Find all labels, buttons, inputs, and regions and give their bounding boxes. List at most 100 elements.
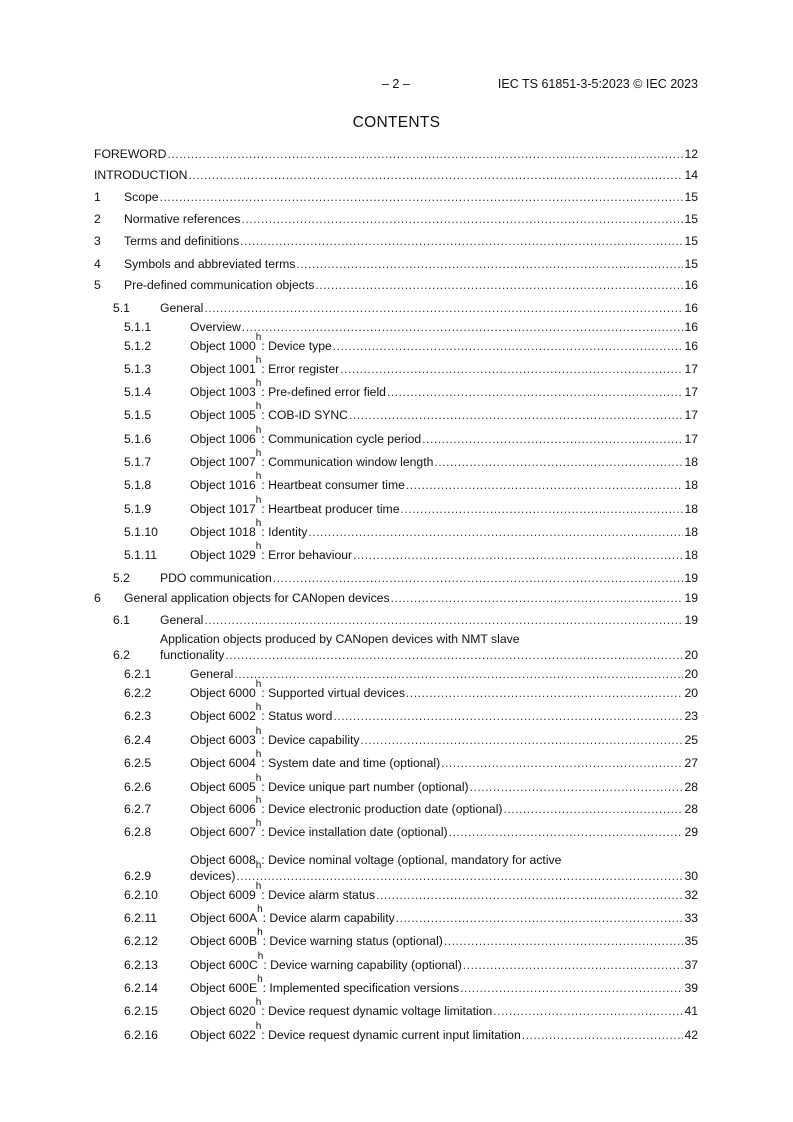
page-ref[interactable]: 12 — [684, 147, 698, 161]
page-ref[interactable]: 32 — [684, 888, 698, 902]
toc-entry[interactable]: 6.2.9 Object 6008h: Device nominal voltag… — [94, 853, 698, 884]
page-ref[interactable]: 33 — [684, 911, 698, 925]
toc-entry[interactable]: 6.2.14 Object 600E h: Implemented specific… — [94, 975, 698, 996]
page-ref[interactable]: 27 — [684, 756, 698, 770]
toc-entry[interactable]: 6.1 General 19 — [94, 612, 698, 628]
page-ref[interactable]: 29 — [684, 825, 698, 839]
toc-entry[interactable]: 6.2.1 General 20 — [94, 666, 698, 682]
page-ref[interactable]: 37 — [684, 958, 698, 972]
section-title: Terms and definitions 15 — [124, 233, 698, 249]
page-ref[interactable]: 19 — [684, 571, 698, 585]
page-ref[interactable]: 17 — [684, 432, 698, 446]
toc-entry[interactable]: 5.1.7 Object 1007 h: Communication window … — [94, 449, 698, 470]
page-ref[interactable]: 41 — [684, 1004, 698, 1018]
toc-entry[interactable]: 6 General application objects for CANopen… — [94, 590, 698, 606]
section-title: INTRODUCTION 14 — [94, 167, 698, 183]
toc-entry[interactable]: 6.2.12 Object 600B h: Device warning statu… — [94, 928, 698, 949]
leader-dots — [502, 801, 683, 817]
page-ref[interactable]: 23 — [684, 709, 698, 723]
toc-entry[interactable]: 5.1.4 Object 1003 h: Pre-defined error fie… — [94, 378, 698, 400]
page-ref[interactable]: 18 — [684, 548, 698, 562]
title-part: INTRODUCTION — [94, 168, 188, 182]
leader-dots — [332, 708, 683, 724]
page-ref[interactable]: 15 — [684, 257, 698, 271]
page-ref[interactable]: 14 — [684, 168, 698, 182]
section-title: Scope 15 — [124, 189, 698, 205]
page-ref[interactable]: 19 — [684, 613, 698, 627]
page-ref[interactable]: 20 — [684, 648, 698, 662]
toc-entry[interactable]: INTRODUCTION 14 — [94, 167, 698, 183]
toc-entry[interactable]: 6.2.5 Object 6004 h: System date and time … — [94, 750, 698, 771]
toc-entry[interactable]: 6.2.13 Object 600C h: Device warning capab… — [94, 952, 698, 973]
page-ref[interactable]: 17 — [684, 362, 698, 376]
page-ref[interactable]: 42 — [684, 1028, 698, 1042]
hex-subscript: h — [255, 378, 262, 389]
toc-entry[interactable]: 6.2 Application objects produced by CANop… — [94, 632, 698, 663]
page-ref[interactable]: 19 — [684, 591, 698, 605]
page-ref[interactable]: 18 — [684, 455, 698, 469]
toc-entry[interactable]: 5.1.9 Object 1017 h: Heartbeat producer ti… — [94, 496, 698, 517]
page-ref[interactable]: 28 — [684, 780, 698, 794]
page-ref[interactable]: 25 — [684, 733, 698, 747]
toc-entry[interactable]: 5.2 PDO communication 19 — [94, 570, 698, 586]
page-ref[interactable]: 28 — [684, 802, 698, 816]
page-ref[interactable]: 20 — [684, 686, 698, 700]
leader-dots — [433, 454, 683, 470]
page-ref[interactable]: 30 — [684, 869, 698, 883]
page-ref[interactable]: 39 — [684, 981, 698, 995]
page-ref[interactable]: 16 — [684, 301, 698, 315]
leader-dots — [187, 167, 683, 183]
page-ref[interactable]: 16 — [684, 320, 698, 334]
toc-entry[interactable]: 6.2.6 Object 6005 h: Device unique part nu… — [94, 774, 698, 795]
toc-entry[interactable]: 5.1.6 Object 1006 h: Communication cycle p… — [94, 426, 698, 447]
page-ref[interactable]: 35 — [684, 934, 698, 948]
leader-dots — [295, 256, 683, 272]
page-ref[interactable]: 15 — [684, 234, 698, 248]
page-ref[interactable]: 15 — [684, 190, 698, 204]
toc-entry[interactable]: 5.1.8 Object 1016 h: Heartbeat consumer ti… — [94, 472, 698, 493]
hex-subscript: h — [255, 541, 262, 552]
toc-entry[interactable]: 4 Symbols and abbreviated terms 15 — [94, 256, 698, 272]
page-ref[interactable]: 15 — [684, 212, 698, 226]
hex-subscript: h — [255, 401, 262, 412]
page-ref[interactable]: 17 — [684, 408, 698, 422]
page-ref[interactable]: 18 — [684, 525, 698, 539]
toc-entry[interactable]: 5 Pre-defined communication objects 16 — [94, 277, 698, 293]
toc-entry[interactable]: 2 Normative references 15 — [94, 211, 698, 227]
toc-entry[interactable]: FOREWORD 12 — [94, 146, 698, 162]
toc-entry[interactable]: 6.2.2 Object 6000 h: Supported virtual dev… — [94, 680, 698, 701]
page-ref[interactable]: 20 — [684, 667, 698, 681]
page-ref[interactable]: 17 — [684, 385, 698, 399]
section-number: 6.2.3 — [124, 709, 152, 723]
section-number: 5 — [94, 278, 101, 292]
toc-entry[interactable]: 6.2.11 Object 600A h: Device alarm capabil… — [94, 905, 698, 926]
page-ref[interactable]: 18 — [684, 502, 698, 516]
title-part: Terms and definitions — [124, 234, 240, 248]
title-part: : Communication window length — [261, 455, 434, 469]
title-part: Object 6006 — [190, 802, 256, 816]
toc-entry[interactable]: 3 Terms and definitions 15 — [94, 233, 698, 249]
toc-entry[interactable]: 6.2.15 Object 6020 h: Device request dynam… — [94, 998, 698, 1019]
leader-dots — [314, 277, 683, 293]
section-number: 4 — [94, 257, 101, 271]
toc-entry[interactable]: 6.2.8 Object 6007 h: Device installation d… — [94, 819, 698, 840]
page-ref[interactable]: 18 — [684, 478, 698, 492]
toc-entry[interactable]: 6.2.16 Object 6022 h: Device request dynam… — [94, 1022, 698, 1043]
toc-entry[interactable]: 1 Scope 15 — [94, 189, 698, 205]
toc-entry[interactable]: 5.1 General 16 — [94, 300, 698, 316]
page-ref[interactable]: 16 — [684, 339, 698, 353]
page-ref[interactable]: 16 — [684, 278, 698, 292]
page-number: – 2 – — [382, 77, 410, 91]
toc-entry[interactable]: 6.2.7 Object 6006 h: Device electronic pro… — [94, 796, 698, 817]
toc-entry[interactable]: 5.1.1 Overview 16 — [94, 319, 698, 335]
